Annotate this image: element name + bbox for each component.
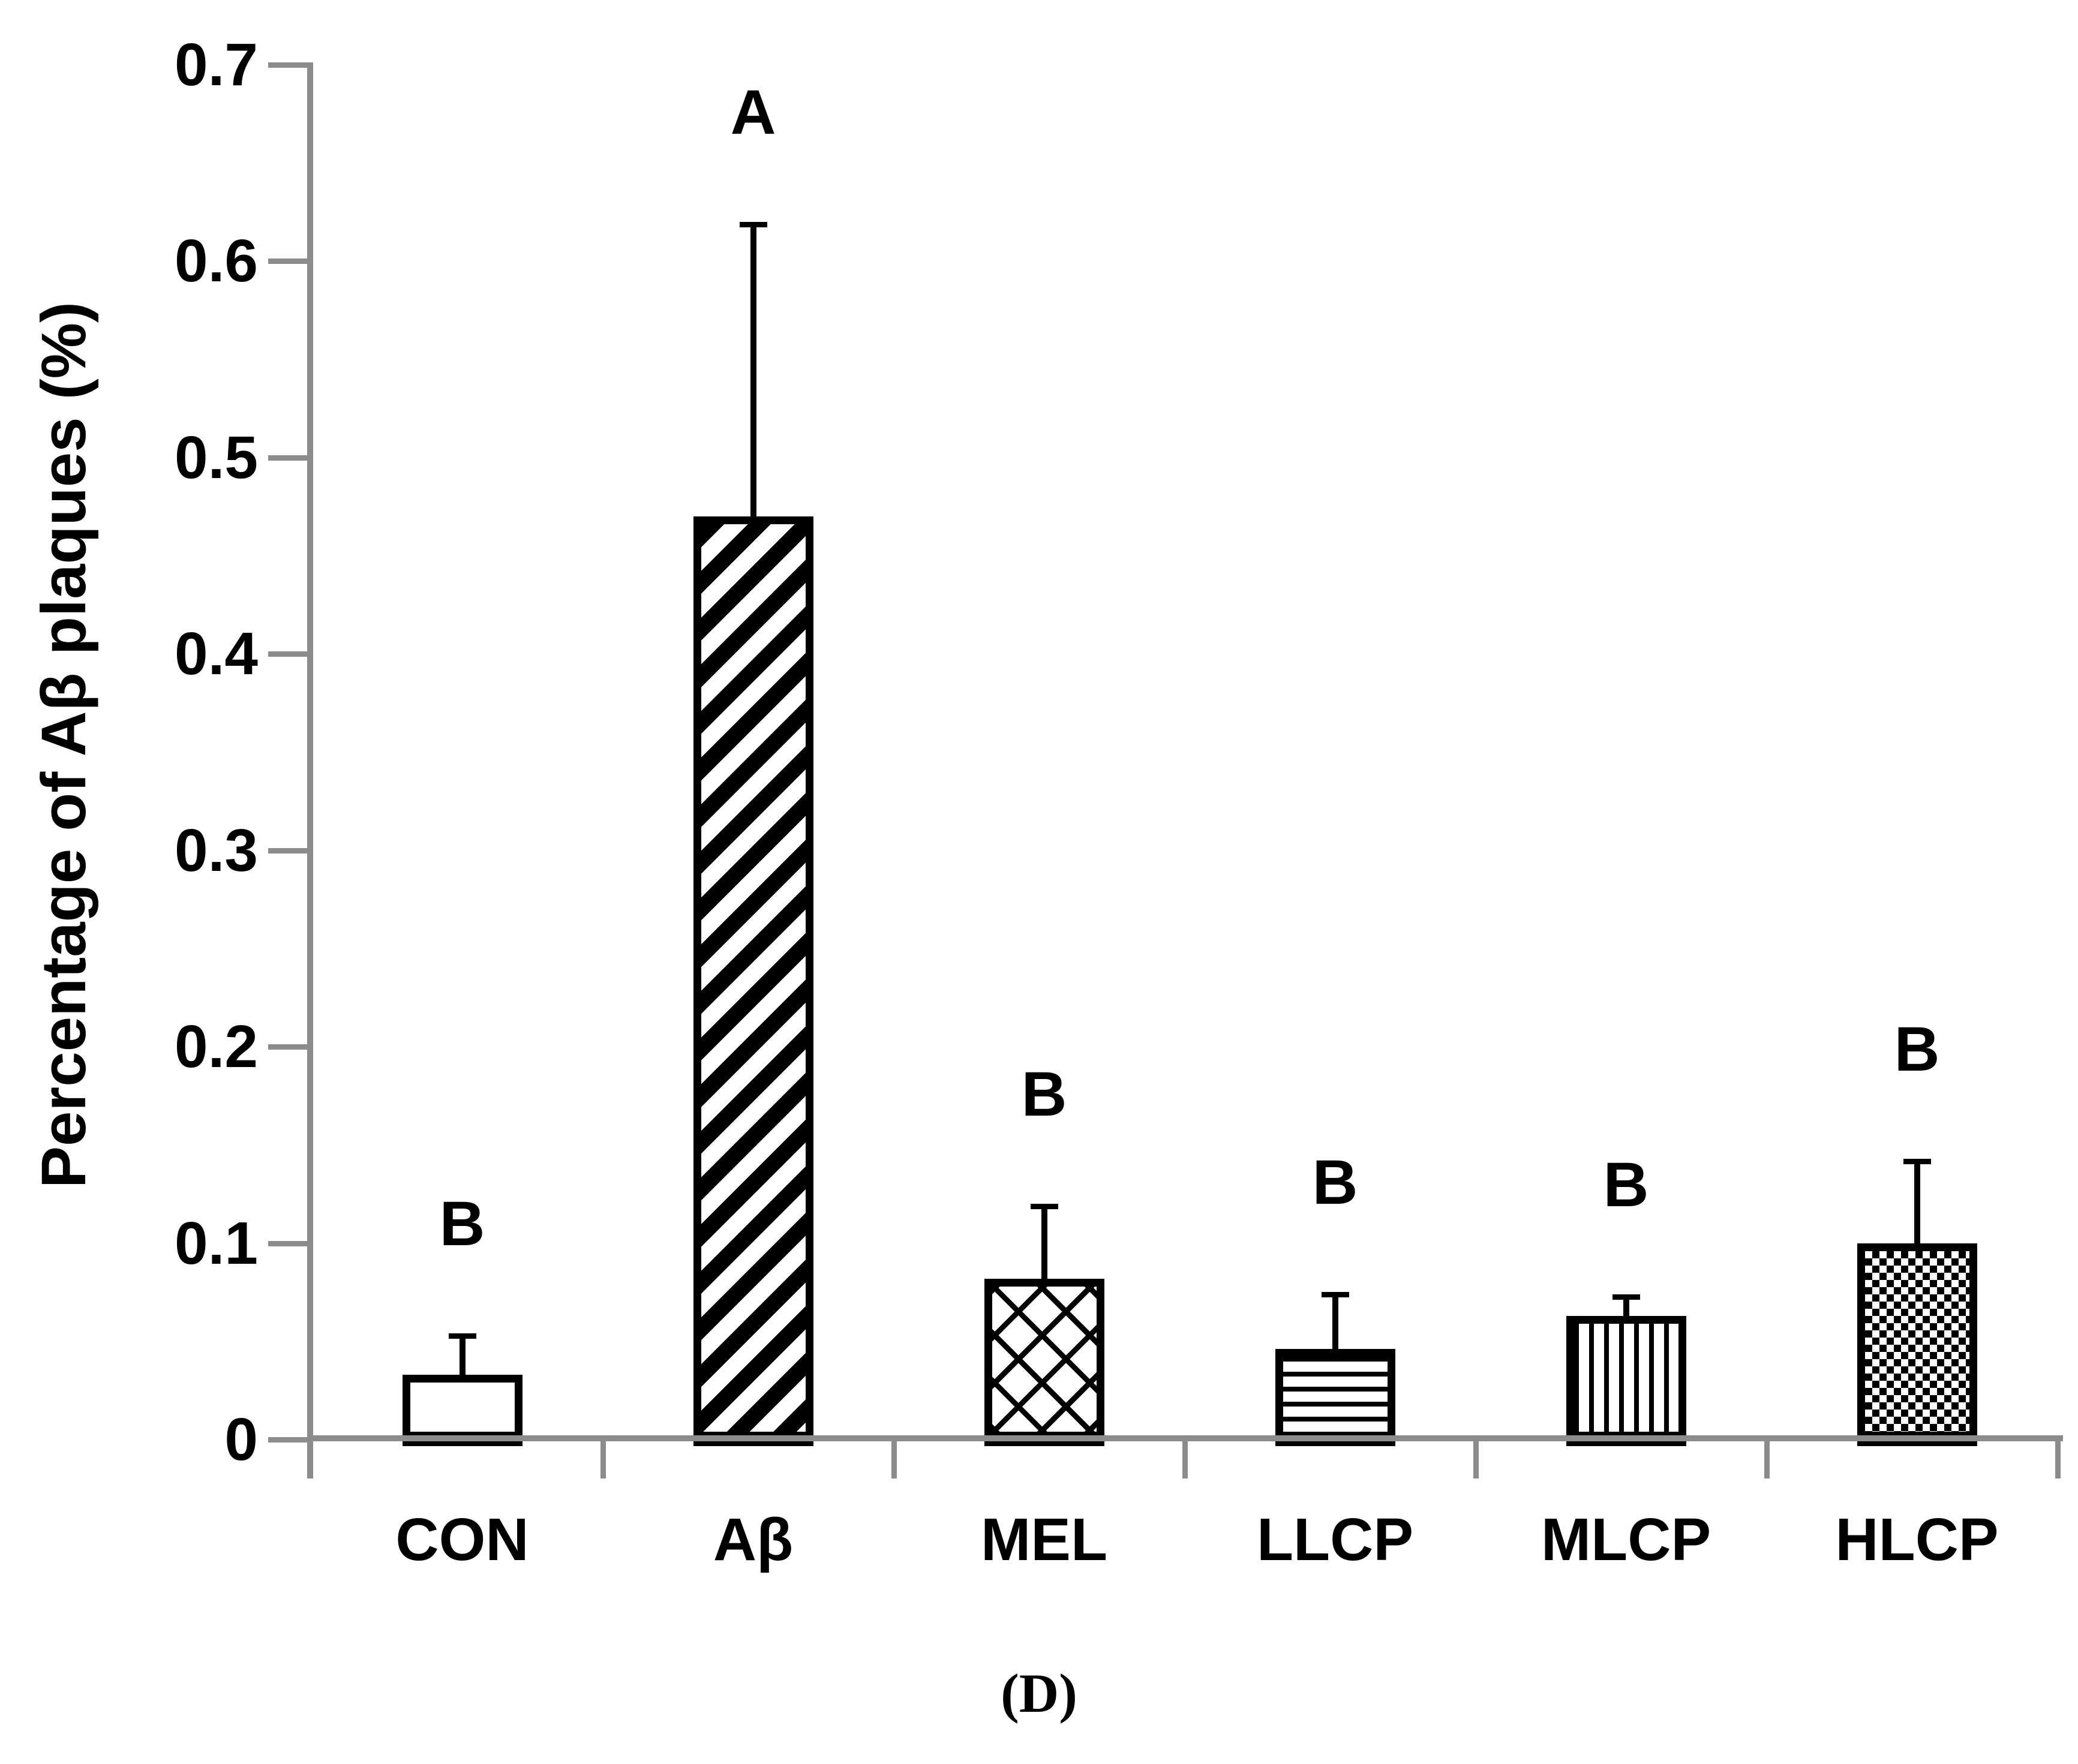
y-axis-tick <box>268 1437 307 1443</box>
error-bar-cap <box>1612 1294 1640 1300</box>
y-tick-label: 0.7 <box>174 31 258 98</box>
significance-letter: B <box>439 1189 485 1260</box>
significance-letter: B <box>1312 1147 1358 1218</box>
error-bar-stem <box>1332 1292 1338 1357</box>
significance-letter: B <box>1603 1149 1649 1220</box>
bar <box>1275 1349 1395 1440</box>
y-axis-tick <box>268 1044 307 1050</box>
bar-base-shadow <box>984 1441 1104 1446</box>
error-bar-stem <box>750 221 756 525</box>
x-category-label: Aβ <box>713 1506 794 1573</box>
bar-base-shadow <box>402 1441 522 1446</box>
y-tick-label: 0 <box>224 1406 258 1473</box>
y-axis-title: Percentage of Aβ plaques (%) <box>29 302 99 1188</box>
error-bar-cap <box>448 1333 476 1339</box>
error-bar-stem <box>1623 1294 1629 1324</box>
y-axis-tick <box>268 1240 307 1246</box>
bar-base-shadow <box>1857 1441 1977 1446</box>
y-tick-label: 0.3 <box>174 816 258 884</box>
x-category-label: LLCP <box>1256 1506 1414 1573</box>
error-bar-stem <box>459 1333 466 1383</box>
x-axis-tick <box>2055 1440 2061 1478</box>
x-axis-tick <box>1764 1440 1770 1478</box>
significance-letter: B <box>1021 1059 1067 1130</box>
x-axis-tick <box>1473 1440 1479 1478</box>
bar-base-shadow <box>693 1441 813 1446</box>
x-category-label: MEL <box>980 1506 1108 1573</box>
error-bar-cap <box>1321 1292 1349 1298</box>
y-axis-tick <box>268 455 307 461</box>
significance-letter: B <box>1894 1014 1940 1084</box>
y-tick-label: 0.4 <box>174 620 258 688</box>
x-axis-tick <box>891 1440 897 1478</box>
y-tick-label: 0.6 <box>174 227 258 295</box>
error-bar-cap <box>739 221 767 227</box>
bar <box>1566 1315 1686 1440</box>
x-axis-line <box>307 1435 2063 1441</box>
y-axis-tick <box>268 62 307 68</box>
x-axis-tick <box>600 1440 606 1478</box>
x-axis-tick <box>1182 1440 1188 1478</box>
error-bar-stem <box>1914 1158 1920 1251</box>
panel-caption: (D) <box>1001 1663 1077 1724</box>
bar <box>402 1374 522 1440</box>
y-axis-line <box>307 62 313 1478</box>
y-tick-label: 0.5 <box>174 423 258 491</box>
bar <box>693 516 813 1440</box>
error-bar-cap <box>1030 1204 1058 1210</box>
x-category-label: MLCP <box>1541 1506 1711 1573</box>
y-tick-label: 0.2 <box>174 1013 258 1081</box>
y-axis-tick <box>268 259 307 265</box>
y-tick-label: 0.1 <box>174 1209 258 1277</box>
bar-base-shadow <box>1275 1441 1395 1446</box>
y-axis-tick <box>268 651 307 657</box>
y-axis-tick <box>268 848 307 854</box>
bar <box>984 1278 1104 1440</box>
x-category-label: CON <box>395 1506 529 1573</box>
bar <box>1857 1243 1977 1440</box>
bar-base-shadow <box>1566 1441 1686 1446</box>
error-bar-cap <box>1903 1158 1931 1164</box>
x-category-label: HLCP <box>1835 1506 1999 1573</box>
error-bar-stem <box>1041 1204 1047 1287</box>
significance-letter: A <box>730 77 776 148</box>
